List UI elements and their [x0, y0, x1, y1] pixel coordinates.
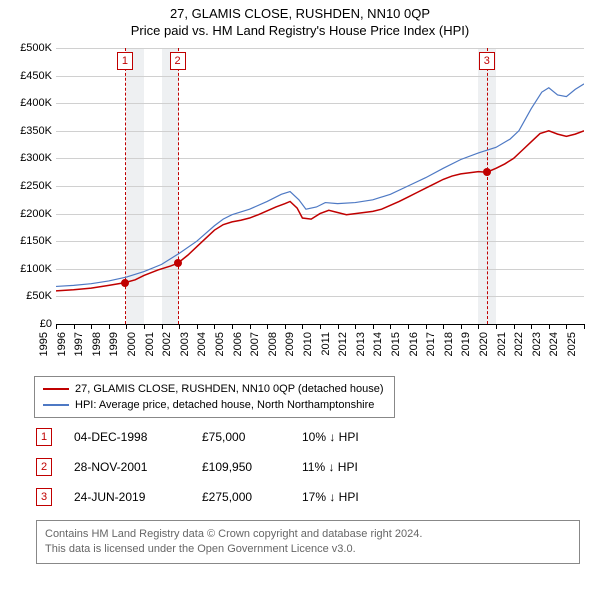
sale-date-2: 28-NOV-2001: [74, 460, 202, 474]
x-tick: [320, 324, 321, 329]
x-tick: [549, 324, 550, 329]
x-tick: [478, 324, 479, 329]
x-tick-label: 2025: [566, 332, 600, 356]
sale-index-2: 2: [36, 458, 52, 476]
legend-swatch-property: [43, 388, 69, 390]
x-tick: [408, 324, 409, 329]
chart-plot-area: 123: [56, 48, 584, 324]
x-tick: [443, 324, 444, 329]
page-title: 27, GLAMIS CLOSE, RUSHDEN, NN10 0QP: [0, 0, 600, 21]
legend-label-hpi: HPI: Average price, detached house, Nort…: [75, 397, 374, 413]
y-tick-label: £50K: [10, 290, 52, 302]
sale-date-3: 24-JUN-2019: [74, 490, 202, 504]
x-tick: [426, 324, 427, 329]
x-tick: [126, 324, 127, 329]
x-tick: [531, 324, 532, 329]
legend: 27, GLAMIS CLOSE, RUSHDEN, NN10 0QP (det…: [34, 376, 395, 418]
sale-price-3: £275,000: [202, 490, 302, 504]
sale-price-2: £109,950: [202, 460, 302, 474]
chart-svg: [56, 48, 584, 324]
x-tick: [144, 324, 145, 329]
x-tick: [285, 324, 286, 329]
legend-item-hpi: HPI: Average price, detached house, Nort…: [43, 397, 384, 413]
chart-subtitle: Price paid vs. HM Land Registry's House …: [0, 21, 600, 42]
x-tick: [496, 324, 497, 329]
sale-index-1: 1: [36, 428, 52, 446]
y-tick-label: £450K: [10, 70, 52, 82]
x-tick: [355, 324, 356, 329]
x-tick: [162, 324, 163, 329]
x-tick: [74, 324, 75, 329]
sales-table: 1 04-DEC-1998 £75,000 10% ↓ HPI 2 28-NOV…: [36, 422, 359, 512]
x-tick: [56, 324, 57, 329]
x-tick: [91, 324, 92, 329]
y-tick-label: £100K: [10, 263, 52, 275]
y-tick-label: £200K: [10, 208, 52, 220]
x-tick: [179, 324, 180, 329]
legend-item-property: 27, GLAMIS CLOSE, RUSHDEN, NN10 0QP (det…: [43, 381, 384, 397]
x-tick: [566, 324, 567, 329]
series-property: [56, 131, 584, 291]
sale-delta-2: 11% ↓ HPI: [302, 460, 358, 474]
x-tick: [109, 324, 110, 329]
sale-price-1: £75,000: [202, 430, 302, 444]
chart: 123 £0 £50K £100K £150K £200K £250K £300K £350K…: [10, 48, 590, 368]
x-tick: [267, 324, 268, 329]
footer: Contains HM Land Registry data © Crown c…: [36, 520, 580, 564]
y-tick-label: £400K: [10, 97, 52, 109]
series-hpi: [56, 84, 584, 287]
x-tick: [302, 324, 303, 329]
x-tick: [461, 324, 462, 329]
x-tick: [373, 324, 374, 329]
table-row: 1 04-DEC-1998 £75,000 10% ↓ HPI: [36, 422, 359, 452]
sale-delta-3: 17% ↓ HPI: [302, 490, 359, 504]
legend-label-property: 27, GLAMIS CLOSE, RUSHDEN, NN10 0QP (det…: [75, 381, 384, 397]
y-tick-label: £0: [10, 318, 52, 330]
legend-swatch-hpi: [43, 404, 69, 406]
sale-date-1: 04-DEC-1998: [74, 430, 202, 444]
x-tick: [338, 324, 339, 329]
sale-delta-1: 10% ↓ HPI: [302, 430, 359, 444]
y-tick-label: £150K: [10, 235, 52, 247]
y-tick-label: £300K: [10, 152, 52, 164]
x-tick: [584, 324, 585, 329]
sale-index-3: 3: [36, 488, 52, 506]
y-tick-label: £350K: [10, 125, 52, 137]
x-tick: [197, 324, 198, 329]
table-row: 3 24-JUN-2019 £275,000 17% ↓ HPI: [36, 482, 359, 512]
y-tick-label: £500K: [10, 42, 52, 54]
x-tick: [250, 324, 251, 329]
table-row: 2 28-NOV-2001 £109,950 11% ↓ HPI: [36, 452, 359, 482]
footer-line-2: This data is licensed under the Open Gov…: [45, 542, 571, 557]
x-tick: [390, 324, 391, 329]
x-tick: [232, 324, 233, 329]
x-tick: [514, 324, 515, 329]
x-tick: [214, 324, 215, 329]
footer-line-1: Contains HM Land Registry data © Crown c…: [45, 527, 571, 542]
y-tick-label: £250K: [10, 180, 52, 192]
